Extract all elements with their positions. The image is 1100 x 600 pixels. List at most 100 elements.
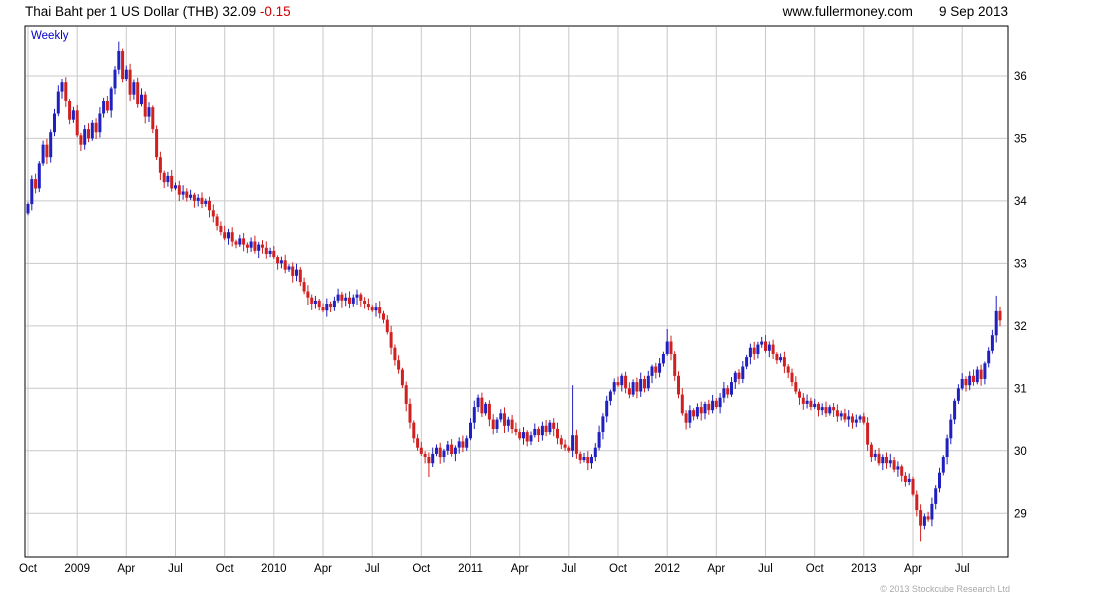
candle-body: [261, 244, 264, 248]
x-axis-label: Oct: [609, 563, 628, 575]
candle-body: [302, 282, 306, 292]
candle-body: [385, 319, 389, 333]
candle-body: [64, 82, 68, 101]
candle-body: [219, 225, 223, 233]
candle-body: [60, 82, 64, 92]
x-axis-label: Apr: [511, 563, 529, 575]
candle-body: [185, 191, 189, 198]
candle-body: [556, 428, 559, 439]
candle-body: [601, 416, 605, 432]
candle-body: [540, 425, 544, 436]
candle-body: [953, 400, 957, 420]
candle-body: [30, 179, 34, 205]
candle-body: [941, 457, 945, 473]
candle-body: [559, 438, 563, 445]
candle-body: [132, 82, 136, 95]
copyright-notice: © 2013 Stockcube Research Ltd: [880, 584, 1010, 594]
candle-body: [805, 400, 809, 404]
candle-body: [378, 307, 382, 314]
candle-body: [733, 372, 737, 383]
candle-body: [510, 419, 514, 429]
candle-body: [423, 453, 427, 457]
candle-body: [711, 400, 715, 411]
candle-body: [987, 350, 991, 364]
candle-body: [824, 407, 828, 414]
y-axis-label: 36: [1014, 71, 1027, 83]
candle-body: [544, 425, 548, 432]
candle-body: [643, 379, 646, 389]
candle-body: [196, 197, 200, 201]
candle-body: [677, 375, 680, 395]
x-axis-label: Apr: [707, 563, 725, 575]
candle-body: [726, 388, 730, 395]
candle-body: [960, 379, 964, 389]
candle-body: [291, 266, 295, 276]
candle-body: [124, 69, 128, 80]
candle-body: [472, 407, 476, 423]
candle-body: [888, 460, 892, 464]
candle-body: [605, 400, 609, 417]
candle-body: [919, 510, 923, 526]
candle-body: [211, 210, 215, 217]
candle-body: [983, 363, 987, 379]
candle-body: [442, 450, 446, 457]
candle-body: [631, 382, 635, 395]
candle-body: [41, 144, 45, 164]
candle-body: [128, 69, 132, 95]
candle-body: [140, 94, 143, 105]
candle-body: [230, 232, 234, 242]
x-axis-label: 2013: [851, 563, 877, 575]
candle-body: [767, 344, 771, 351]
chart-header: Thai Baht per 1 US Dollar (THB) 32.09 -0…: [25, 4, 1008, 22]
title-block: Thai Baht per 1 US Dollar (THB) 32.09 -0…: [25, 4, 291, 19]
candle-body: [495, 419, 499, 429]
x-axis-label: Apr: [314, 563, 332, 575]
candle-body: [465, 438, 469, 448]
candle-body: [34, 179, 38, 189]
candle-body: [53, 113, 56, 133]
candle-body: [851, 416, 854, 423]
x-axis-label: Jul: [758, 563, 773, 575]
candle-body: [533, 428, 537, 436]
candle-body: [431, 453, 435, 464]
candle-body: [616, 382, 620, 386]
candle-body: [151, 107, 155, 130]
candle-body: [329, 304, 333, 308]
candle-body: [192, 194, 196, 201]
candle-body: [121, 51, 125, 80]
candle-body: [790, 372, 794, 383]
candle-body: [404, 385, 408, 404]
candle-body: [703, 403, 707, 414]
candle-body: [45, 144, 49, 158]
candle-body: [779, 357, 783, 361]
candle-body: [843, 413, 847, 420]
candle-body: [975, 369, 979, 383]
candle-body: [109, 88, 113, 111]
candle-body: [469, 422, 472, 439]
candle-body: [593, 447, 597, 458]
candle-body: [979, 369, 983, 379]
candle-body: [956, 388, 960, 401]
candle-body: [227, 232, 230, 239]
candle-body: [590, 457, 593, 464]
candle-body: [756, 344, 760, 354]
candle-body: [310, 297, 314, 304]
candle-body: [321, 307, 325, 311]
candle-body: [461, 441, 465, 448]
candle-body: [71, 110, 75, 120]
price-change: -0.15: [259, 4, 291, 19]
candle-body: [238, 238, 242, 245]
candle-body: [911, 478, 915, 495]
candle-body: [332, 300, 336, 308]
y-axis-label: 34: [1014, 196, 1027, 208]
candle-body: [382, 313, 385, 320]
candle-body: [828, 407, 832, 414]
candle-body: [809, 400, 813, 407]
site-link[interactable]: www.fullermoney.com: [782, 4, 913, 19]
candle-body: [552, 422, 556, 429]
candle-body: [881, 457, 885, 464]
candle-body: [419, 447, 423, 454]
candle-body: [56, 91, 60, 114]
candle-body: [94, 122, 98, 133]
candle-body: [968, 375, 972, 386]
